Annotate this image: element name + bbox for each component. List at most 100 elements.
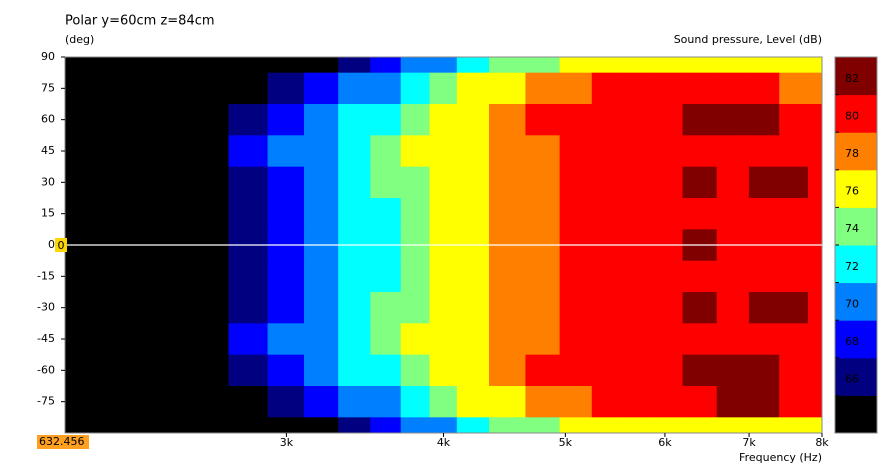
contour-cell	[456, 198, 490, 230]
contour-cell	[488, 104, 526, 136]
contour-cell	[456, 72, 490, 105]
contour-cell	[91, 323, 142, 356]
contour-cell	[228, 260, 269, 293]
contour-cell	[186, 104, 230, 136]
x-tick-label: 4k	[437, 436, 451, 449]
contour-cell	[304, 135, 339, 168]
contour-cell	[338, 104, 371, 136]
contour-cell	[559, 166, 593, 199]
contour-cell	[807, 57, 823, 74]
contour-cell	[304, 166, 339, 199]
x-tick-label: 5k	[559, 436, 573, 449]
x-axis-label: Frequency (Hz)	[739, 451, 822, 464]
contour-cell	[779, 292, 809, 324]
contour-cell	[591, 104, 623, 136]
cursor-readout-box	[37, 435, 89, 449]
contour-cell	[807, 135, 823, 168]
contour-cell	[716, 323, 750, 356]
contour-cell	[488, 135, 526, 168]
contour-cell	[591, 260, 623, 293]
colorbar-label: Sound pressure, Level (dB)	[674, 33, 822, 46]
contour-cell	[65, 417, 92, 434]
contour-cell	[622, 104, 652, 136]
contour-cell	[650, 417, 684, 434]
contour-cell	[488, 354, 526, 387]
contour-cell	[140, 72, 187, 105]
contour-cell	[91, 135, 142, 168]
contour-cell	[591, 354, 623, 387]
contour-cell	[429, 323, 458, 356]
contour-cell	[682, 72, 718, 105]
contour-cell	[591, 386, 623, 418]
contour-cell	[488, 57, 526, 74]
contour-cell	[91, 198, 142, 230]
contour-cell	[370, 260, 402, 293]
contour-cell	[591, 72, 623, 105]
contour-cell	[716, 72, 750, 105]
contour-cell	[267, 260, 305, 293]
contour-cell	[91, 57, 142, 74]
contour-cell	[682, 292, 718, 324]
contour-cell	[65, 323, 92, 356]
contour-cell	[622, 57, 652, 74]
cursor-y-label: 0	[58, 239, 65, 252]
contour-cell	[429, 386, 458, 418]
contour-cell	[650, 135, 684, 168]
contour-cell	[186, 198, 230, 230]
contour-cell	[304, 417, 339, 434]
contour-cell	[650, 386, 684, 418]
y-tick-label: 60	[41, 113, 55, 126]
colorbar-tick-label: 82	[845, 72, 859, 85]
contour-cell	[370, 104, 402, 136]
contour-cell	[400, 323, 430, 356]
contour-cell	[400, 417, 430, 434]
contour-cell	[622, 135, 652, 168]
contour-cell	[591, 292, 623, 324]
contour-cell	[682, 386, 718, 418]
colorbar-band	[835, 207, 877, 246]
contour-cell	[267, 104, 305, 136]
contour-cell	[748, 323, 780, 356]
contour-cell	[65, 72, 92, 105]
cursor-readout: 632.456	[39, 435, 85, 448]
contour-cell	[429, 292, 458, 324]
contour-cell	[65, 198, 92, 230]
contour-cell	[559, 386, 593, 418]
contour-cell	[65, 57, 92, 74]
contour-cell	[807, 260, 823, 293]
contour-cell	[591, 417, 623, 434]
y-tick-label: -60	[37, 363, 55, 376]
contour-cell	[682, 198, 718, 230]
contour-cell	[488, 166, 526, 199]
contour-cell	[65, 260, 92, 293]
contour-cell	[400, 292, 430, 324]
contour-cell	[650, 354, 684, 387]
contour-cell	[228, 292, 269, 324]
contour-cell	[429, 260, 458, 293]
contour-cell	[779, 198, 809, 230]
contour-cell	[525, 386, 561, 418]
contour-cell	[650, 166, 684, 199]
contour-cell	[456, 323, 490, 356]
contour-cell	[186, 292, 230, 324]
contour-cell	[456, 292, 490, 324]
contour-cell	[338, 260, 371, 293]
contour-cell	[400, 198, 430, 230]
contour-cell	[267, 354, 305, 387]
contour-cell	[370, 166, 402, 199]
contour-cell	[304, 386, 339, 418]
contour-cell	[267, 386, 305, 418]
contour-cell	[140, 166, 187, 199]
contour-cell	[716, 198, 750, 230]
contour-cell	[456, 166, 490, 199]
contour-cell	[779, 72, 809, 105]
colorbar-tick-label: 80	[845, 109, 859, 122]
contour-cell	[559, 292, 593, 324]
contour-cell	[488, 260, 526, 293]
contour-cell	[429, 354, 458, 387]
y-axis-label: (deg)	[65, 33, 94, 46]
contour-cell	[779, 386, 809, 418]
contour-cell	[525, 166, 561, 199]
contour-cell	[228, 354, 269, 387]
contour-cell	[429, 57, 458, 74]
